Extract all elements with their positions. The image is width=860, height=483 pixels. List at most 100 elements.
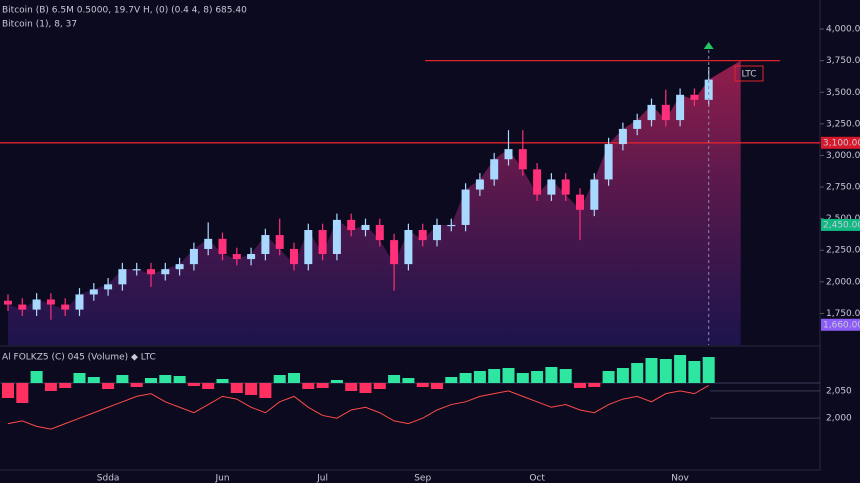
volume-bar: [459, 373, 472, 383]
y-tick-label: 2,750.00: [826, 183, 860, 193]
price-area: [8, 60, 741, 346]
y-tick-label: 2,000.00: [826, 277, 860, 287]
volume-bar: [30, 371, 43, 383]
candle-body: [676, 94, 685, 121]
volume-bar: [16, 383, 29, 403]
candle-body: [475, 179, 484, 190]
volume-bar: [2, 383, 14, 398]
volume-bar: [130, 383, 143, 387]
candle-body: [433, 224, 441, 241]
volume-bar: [502, 368, 515, 383]
candle-body: [332, 219, 341, 255]
volume-bar: [302, 383, 315, 389]
volume-bar: [359, 383, 372, 393]
price-tag: [821, 218, 860, 231]
candle-body: [661, 104, 670, 121]
y-tick-label: 3,750.00: [826, 56, 860, 66]
candle-body: [390, 240, 399, 265]
y-tick-label: 3,500.00: [826, 88, 860, 98]
x-tick-label: Jun: [214, 474, 229, 483]
volume-bar: [288, 373, 300, 383]
candle-body: [161, 269, 170, 275]
candle-body: [647, 104, 656, 121]
candle-body: [147, 269, 155, 275]
candle-body: [104, 284, 113, 290]
header-line: Bitcoin (1), 8, 37: [2, 20, 77, 30]
candle-body: [604, 144, 613, 180]
volume-bar: [216, 379, 229, 383]
volume-bar: [416, 383, 429, 387]
x-tick-label: Sdda: [97, 474, 120, 483]
volume-bar: [159, 375, 172, 383]
annotation-box: [734, 65, 764, 82]
volume-bar: [431, 383, 443, 389]
volume-bar: [245, 383, 258, 395]
candle-body: [189, 248, 198, 265]
candle-body: [561, 179, 570, 195]
candle-body: [375, 224, 384, 241]
candle-body: [347, 219, 356, 230]
price-tag: [821, 318, 860, 331]
y-tick-label: 4,000.00: [826, 25, 860, 35]
up-arrow: [703, 42, 714, 49]
price-tag-label: 3,100.00: [823, 138, 860, 148]
volume-bar: [674, 355, 687, 383]
volume-bar: [645, 358, 658, 383]
osc-tick-label: 2,050: [826, 386, 852, 396]
volume-bar: [445, 377, 458, 383]
volume-bar: [616, 368, 629, 383]
y-tick-label: 3,250.00: [826, 119, 860, 129]
volume-bar: [602, 371, 615, 383]
volume-bar: [702, 357, 715, 383]
price-tag-label: 2,450.00: [823, 220, 860, 230]
x-tick-label: Jul: [316, 474, 328, 483]
volume-bar: [588, 383, 601, 387]
candle-body: [232, 254, 241, 260]
volume-bar: [59, 383, 72, 388]
volume-bar: [330, 380, 343, 383]
candle-body: [247, 254, 256, 260]
osc-tick-label: 2,000: [826, 414, 852, 424]
volume-bar: [388, 375, 401, 383]
oscillator-line: [7, 385, 709, 430]
price-tag-label: 1,660.00: [823, 320, 860, 330]
candle-body: [46, 299, 55, 305]
y-tick-label: 2,250.00: [826, 246, 860, 256]
candle-body: [576, 194, 584, 210]
candle-body: [404, 230, 413, 265]
candle-body: [18, 304, 27, 310]
volume-bar: [73, 373, 86, 383]
volume-bar: [516, 373, 529, 383]
volume-bar: [631, 363, 644, 383]
candle-body: [618, 128, 627, 145]
candle-body: [290, 248, 298, 265]
candle-body: [75, 294, 84, 310]
volume-bar: [402, 378, 415, 383]
x-tick-label: Oct: [529, 474, 545, 483]
price-tag: [821, 136, 860, 149]
volume-bar: [230, 383, 243, 393]
candle-body: [533, 169, 542, 195]
candle-body: [547, 179, 556, 195]
candle-body: [275, 235, 284, 249]
volume-bar: [373, 383, 386, 389]
volume-bar: [44, 383, 57, 391]
candle-body: [32, 299, 41, 310]
candle-body: [590, 179, 599, 210]
candle-body: [175, 264, 184, 270]
volume-bar: [102, 383, 115, 389]
candle-body: [261, 235, 270, 255]
volume-bar: [473, 371, 486, 383]
header-line: Bitcoin (B) 6.5M 0.5000, 19.7V H, (0) (0…: [2, 6, 247, 16]
volume-bar: [488, 369, 501, 383]
volume-bar: [531, 371, 544, 383]
candle-body: [89, 289, 98, 295]
volume-bar: [559, 369, 572, 383]
candle-body: [218, 238, 227, 255]
candle-body: [447, 224, 456, 227]
volume-bar: [202, 383, 215, 389]
candle-body: [704, 79, 713, 100]
candle-body: [361, 224, 370, 230]
annotation: LTC: [741, 70, 756, 80]
